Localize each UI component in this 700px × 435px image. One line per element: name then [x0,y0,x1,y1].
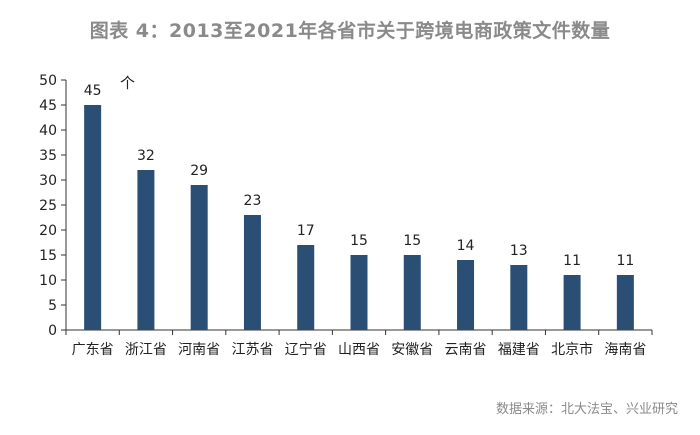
x-tick-label: 江苏省 [231,342,273,358]
bar [84,105,102,330]
x-tick-label: 山西省 [338,342,380,358]
y-tick-label: 10 [39,273,57,289]
y-tick-label: 40 [39,123,57,139]
bar [510,265,528,330]
bar [457,260,475,330]
y-tick-label: 15 [39,248,57,264]
y-unit-label: 个 [120,74,135,92]
chart-title: 图表 4：2013至2021年各省市关于跨境电商政策文件数量 [89,20,611,42]
y-tick-label: 30 [39,173,57,189]
y-tick-label: 5 [48,298,57,314]
x-tick-label: 辽宁省 [285,341,327,358]
y-tick-label: 50 [39,73,57,89]
bar [190,185,208,330]
data-label: 45 [84,83,102,99]
bar [243,215,261,330]
x-tick-label: 福建省 [498,342,540,358]
bar [297,245,315,330]
bar [616,275,634,330]
x-tick-label: 河南省 [178,342,220,358]
data-label: 15 [350,233,368,249]
data-label: 32 [137,148,155,164]
bar [563,275,581,330]
x-tick-label: 广东省 [72,342,114,358]
x-tick-label: 云南省 [445,342,487,358]
y-tick-label: 45 [39,98,57,114]
bar [403,255,421,330]
y-tick-label: 0 [48,323,57,339]
data-label: 23 [244,193,262,209]
y-tick-label: 20 [39,223,57,239]
data-label: 15 [403,233,421,249]
data-label: 11 [616,253,634,269]
x-tick-label: 浙江省 [125,342,167,358]
y-tick-label: 35 [39,148,57,164]
data-label: 14 [457,238,475,254]
data-label: 29 [190,163,208,179]
data-label: 11 [563,253,581,269]
bar [350,255,368,330]
x-tick-label: 北京市 [551,341,593,358]
y-tick-label: 25 [39,198,57,214]
x-tick-label: 海南省 [604,342,646,358]
source-note: 数据来源：北大法宝、兴业研究 [495,402,678,417]
data-label: 13 [510,243,528,259]
data-label: 17 [297,223,315,239]
x-tick-label: 安徽省 [391,342,433,358]
bar [137,170,155,330]
